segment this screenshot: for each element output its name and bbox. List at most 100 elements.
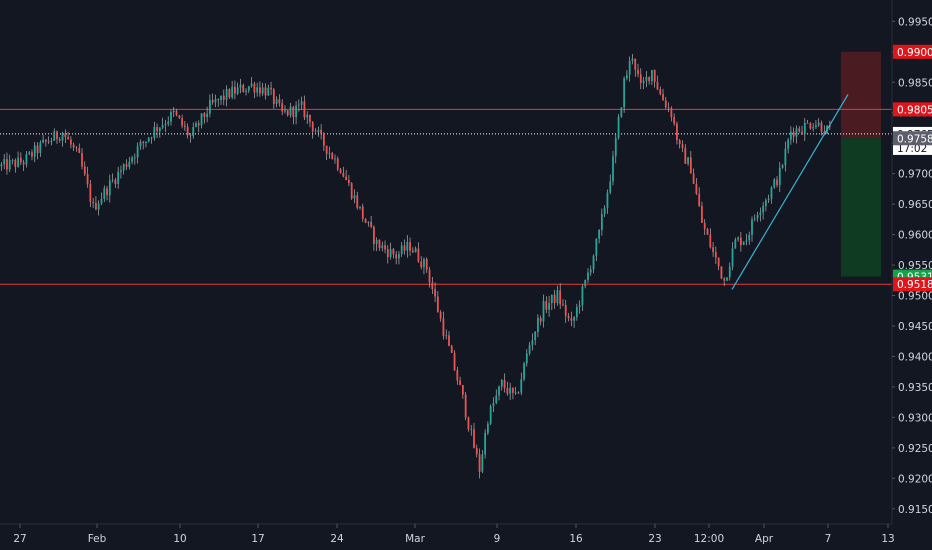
candle-body (317, 129, 320, 133)
candle-body (478, 454, 481, 472)
candle-body (122, 164, 125, 171)
candle-body (548, 303, 550, 310)
candle-body (92, 202, 95, 203)
candle-body (776, 179, 778, 186)
candle-body (286, 110, 289, 116)
candle-body (653, 70, 656, 82)
candle-body (678, 140, 681, 145)
candle-body (531, 340, 534, 346)
candle-body (570, 318, 573, 321)
support-tag (893, 277, 932, 292)
candle-body (575, 307, 578, 318)
time-tick-label: 10 (173, 533, 186, 545)
candle-body (592, 255, 595, 270)
candle-body (717, 257, 720, 267)
candle-body (790, 131, 792, 140)
candle-body (336, 158, 339, 170)
candle-body (236, 87, 239, 94)
candle-body (398, 254, 400, 259)
candle-body (537, 317, 539, 332)
candle-body (798, 128, 801, 132)
candle-body (231, 86, 234, 98)
candle-body (28, 152, 31, 155)
candle-body (464, 394, 467, 418)
candle-body (228, 89, 231, 98)
candle-body (250, 83, 253, 87)
candle-body (378, 239, 381, 249)
candle-body (170, 111, 172, 122)
candle-body (801, 131, 803, 135)
candle-body (306, 114, 309, 118)
candle-body (439, 311, 442, 319)
candle-body (534, 331, 537, 341)
candle-body (17, 157, 19, 167)
candle-body (620, 107, 623, 117)
candle-body (436, 296, 439, 312)
candle-body (0, 164, 3, 167)
horizontal-levels[interactable] (0, 108, 892, 285)
candle-body (737, 237, 739, 240)
candle-body (706, 228, 709, 235)
candle-body (136, 146, 139, 158)
candle-body (809, 123, 812, 129)
candle-body (542, 301, 545, 322)
take-profit-zone[interactable] (841, 138, 881, 277)
candle-body (150, 137, 153, 139)
candle-body (751, 219, 753, 235)
candle-body (781, 165, 784, 168)
candle-body (792, 131, 795, 137)
candle-body (111, 179, 114, 181)
entry-tag (893, 131, 932, 146)
candle-body (559, 290, 562, 305)
candle-body (703, 222, 706, 229)
candle-body (289, 106, 292, 116)
candle-body (161, 124, 164, 128)
candle-body (556, 290, 559, 303)
candle-body (359, 206, 361, 208)
candle-body (209, 100, 211, 114)
candle-body (117, 171, 120, 185)
candle-body (370, 221, 373, 227)
candle-body (600, 214, 603, 230)
position-zones[interactable] (841, 51, 881, 277)
candle-body (698, 193, 701, 207)
ascending-trendline[interactable] (731, 94, 849, 290)
candle-body (292, 106, 295, 118)
candle-body (687, 157, 689, 164)
candle-body (664, 100, 667, 108)
time-tick-label: 24 (330, 533, 344, 545)
candle-body (239, 84, 242, 88)
candle-body (86, 174, 89, 185)
candle-body (820, 122, 823, 132)
candle-body (770, 187, 773, 199)
candle-body (178, 115, 181, 119)
entry-tag-label: 0.97581 (897, 133, 932, 145)
candle-body (242, 84, 245, 92)
candle-body (220, 95, 222, 101)
time-axis[interactable]: 27 Feb 10 17 24 Mar 9 16 23 12:00 Apr 7 13 (13, 524, 895, 545)
candle-body (739, 237, 742, 245)
candle-body (14, 159, 17, 167)
candle-body (95, 202, 97, 210)
candle-body (637, 69, 639, 75)
candle-body (42, 139, 44, 143)
candle-body (206, 113, 209, 117)
candle-body (125, 164, 128, 167)
candle-body (595, 238, 598, 256)
candle-body (778, 167, 781, 186)
candle-body (450, 345, 453, 353)
candle-body (562, 304, 564, 306)
candle-body (550, 294, 553, 304)
candle-body (50, 140, 53, 143)
candle-body (453, 352, 456, 371)
candle-body (612, 156, 614, 182)
candle-body (503, 379, 506, 389)
candle-body (726, 277, 728, 281)
candle-body (656, 81, 659, 90)
candle-body (147, 137, 150, 142)
